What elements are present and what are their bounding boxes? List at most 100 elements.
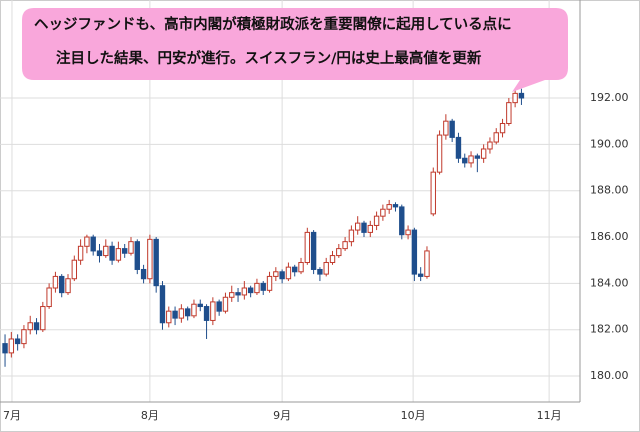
- candle-body: [84, 236, 90, 247]
- candle-body: [329, 255, 336, 264]
- candle-body: [480, 148, 487, 159]
- candle-body: [103, 245, 109, 257]
- y-tick-label: 190.00: [590, 137, 629, 150]
- candle-body: [292, 266, 298, 273]
- candle-body: [27, 322, 33, 331]
- y-tick-label: 182.00: [590, 323, 629, 336]
- candle-body: [266, 275, 273, 291]
- candle-body: [241, 287, 248, 296]
- candle-body: [121, 248, 128, 254]
- candle-body: [14, 338, 21, 345]
- candle-body: [512, 92, 518, 104]
- candle-body: [153, 238, 159, 287]
- candle-body: [411, 229, 418, 275]
- candle-body: [487, 141, 493, 150]
- callout: ヘッジファンドも、高市内閣が積極財政派を重要閣僚に起用している点に 注目した結果…: [22, 8, 568, 92]
- candle-body: [304, 231, 311, 264]
- candle-body: [222, 296, 229, 312]
- candle-body: [392, 204, 399, 208]
- candle-body: [417, 273, 424, 277]
- candle-body: [235, 292, 241, 296]
- candle-body: [323, 262, 329, 275]
- candle-body: [443, 120, 449, 136]
- y-tick-label: 180.00: [590, 369, 629, 382]
- candle-body: [197, 303, 203, 308]
- candle-body: [354, 222, 361, 231]
- candle-body: [8, 338, 15, 354]
- candle-body: [462, 157, 468, 164]
- candle-body: [367, 224, 373, 233]
- candle-body: [33, 322, 40, 331]
- candle-body: [348, 229, 355, 243]
- callout-box: [22, 8, 568, 92]
- candle-body: [247, 287, 254, 294]
- candle-body: [260, 282, 266, 291]
- candle-body: [474, 155, 481, 159]
- y-tick-label: 188.00: [590, 184, 629, 197]
- candle-body: [254, 282, 260, 294]
- candle-body: [96, 250, 103, 257]
- candle-body: [109, 245, 115, 261]
- candle-body: [436, 134, 443, 173]
- candle-body: [405, 229, 411, 236]
- candle-body: [298, 262, 304, 273]
- candle-body: [386, 204, 392, 210]
- candle-body: [140, 268, 147, 280]
- annotation-line: 注目した結果、円安が進行。スイスフラン/円は史上最高値を更新: [56, 49, 482, 67]
- candle-body: [455, 136, 462, 159]
- candle-body: [506, 102, 512, 124]
- candle-body: [77, 245, 84, 261]
- candle-body: [184, 308, 191, 317]
- x-tick-label: 10月: [401, 409, 426, 422]
- candle-body: [468, 155, 474, 164]
- candle-body: [518, 92, 525, 99]
- candle-body: [279, 271, 285, 280]
- candle-body: [449, 120, 455, 138]
- candle-body: [310, 231, 317, 270]
- candle-body: [46, 287, 52, 308]
- candle-body: [147, 238, 153, 280]
- candle-body: [399, 206, 405, 236]
- candle-body: [178, 308, 185, 319]
- candle-body: [493, 132, 499, 143]
- candle-body: [21, 329, 27, 345]
- candle-body: [380, 208, 386, 217]
- candle-body: [52, 275, 59, 289]
- y-tick-label: 186.00: [590, 230, 629, 243]
- candle-body: [115, 248, 122, 261]
- x-tick-label: 8月: [141, 409, 159, 422]
- candle-body: [90, 236, 96, 252]
- x-tick-label: 11月: [537, 409, 562, 422]
- candle-body: [229, 292, 235, 298]
- candle-body: [65, 278, 71, 294]
- candles: [2, 88, 525, 367]
- candle-body: [342, 241, 348, 250]
- x-tick-label: 9月: [273, 409, 291, 422]
- candle-body: [2, 343, 8, 354]
- candle-body: [166, 310, 172, 324]
- candle-body: [159, 285, 166, 324]
- candle-body: [128, 241, 134, 254]
- candle-body: [134, 241, 140, 270]
- candle-body: [172, 310, 178, 319]
- candle-body: [210, 301, 216, 321]
- candle-body: [273, 271, 279, 277]
- candle-body: [203, 306, 210, 321]
- candle-body: [216, 301, 222, 312]
- x-tick-label: 7月: [3, 409, 21, 422]
- candle-body: [317, 268, 323, 275]
- candle-body: [191, 303, 197, 317]
- annotation-line: ヘッジファンドも、高市内閣が積極財政派を重要閣僚に起用している点に: [34, 15, 512, 33]
- candle-body: [59, 275, 65, 294]
- candle-body: [336, 248, 342, 257]
- candle-body: [71, 259, 78, 280]
- y-tick-label: 184.00: [590, 276, 629, 289]
- candle-body: [361, 222, 367, 233]
- candle-body: [499, 122, 506, 134]
- candle-body: [373, 215, 380, 226]
- candle-body: [424, 250, 430, 277]
- y-tick-label: 192.00: [590, 91, 629, 104]
- candle-body: [40, 306, 46, 331]
- candle-body: [285, 266, 292, 280]
